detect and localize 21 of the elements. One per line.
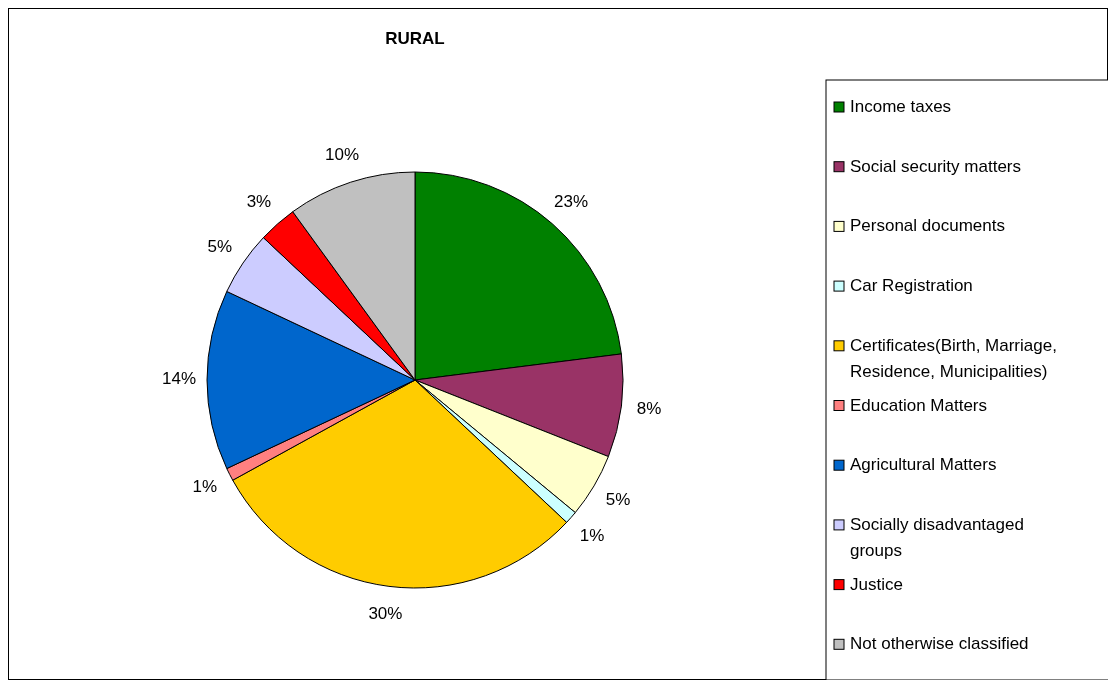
legend-label: Certificates(Birth, Marriage, Residence, Municipalities) bbox=[850, 336, 1057, 382]
legend-label: Education Matters bbox=[850, 395, 988, 415]
data-label: 8% bbox=[636, 399, 662, 419]
legend-label: Socially disadvantaged groups bbox=[850, 515, 1024, 561]
data-label: 23% bbox=[554, 192, 589, 212]
data-label: 3% bbox=[246, 192, 272, 212]
data-label: 1% bbox=[579, 525, 605, 545]
data-label: 10% bbox=[325, 145, 360, 165]
legend-label: Justice bbox=[850, 575, 903, 595]
legend-label: Personal documents bbox=[850, 216, 1005, 236]
data-label: 1% bbox=[192, 476, 218, 496]
legend-label: Car Registration bbox=[850, 276, 973, 296]
legend-label: Social security matters bbox=[850, 157, 1021, 177]
data-label: 30% bbox=[368, 603, 403, 623]
data-label: 5% bbox=[207, 236, 233, 256]
data-label: 14% bbox=[161, 369, 197, 389]
legend-label: Income taxes bbox=[850, 97, 952, 117]
legend-label: Not otherwise classified bbox=[850, 634, 1029, 654]
data-label: 5% bbox=[605, 489, 631, 509]
chart-title: RURAL bbox=[385, 29, 445, 48]
legend-label: Agricultural Matters bbox=[850, 455, 997, 475]
